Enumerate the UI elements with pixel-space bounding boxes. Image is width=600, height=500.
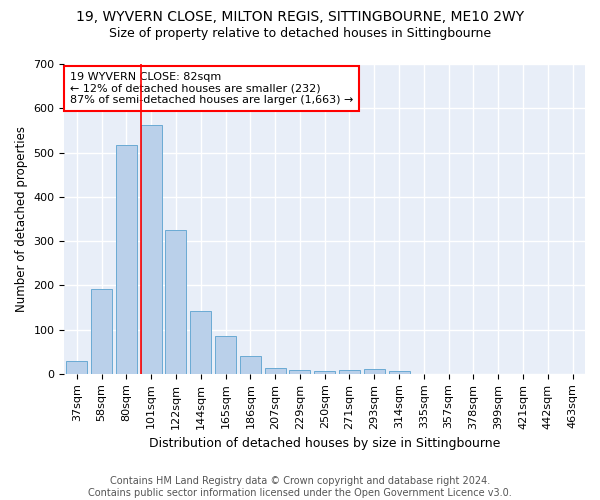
- Bar: [364, 370, 385, 374]
- Bar: [166, 230, 187, 374]
- Bar: [140, 125, 162, 374]
- Bar: [289, 370, 310, 374]
- Text: Contains HM Land Registry data © Crown copyright and database right 2024.
Contai: Contains HM Land Registry data © Crown c…: [88, 476, 512, 498]
- Text: 19 WYVERN CLOSE: 82sqm
← 12% of detached houses are smaller (232)
87% of semi-de: 19 WYVERN CLOSE: 82sqm ← 12% of detached…: [70, 72, 353, 105]
- Bar: [91, 289, 112, 374]
- Bar: [265, 368, 286, 374]
- Bar: [389, 371, 410, 374]
- X-axis label: Distribution of detached houses by size in Sittingbourne: Distribution of detached houses by size …: [149, 437, 500, 450]
- Bar: [339, 370, 360, 374]
- Bar: [66, 360, 88, 374]
- Bar: [215, 336, 236, 374]
- Bar: [116, 144, 137, 374]
- Bar: [190, 312, 211, 374]
- Y-axis label: Number of detached properties: Number of detached properties: [15, 126, 28, 312]
- Bar: [314, 370, 335, 374]
- Bar: [240, 356, 261, 374]
- Text: 19, WYVERN CLOSE, MILTON REGIS, SITTINGBOURNE, ME10 2WY: 19, WYVERN CLOSE, MILTON REGIS, SITTINGB…: [76, 10, 524, 24]
- Text: Size of property relative to detached houses in Sittingbourne: Size of property relative to detached ho…: [109, 28, 491, 40]
